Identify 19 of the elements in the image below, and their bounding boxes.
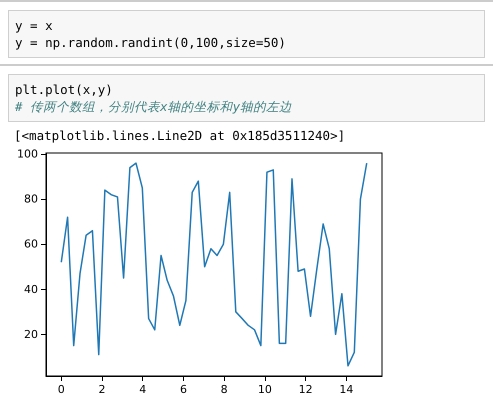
text: y = np.random.randint(0,100,size=50) (15, 34, 287, 51)
x-tick-label: 10 (258, 383, 272, 396)
y-tick-label: 60 (24, 238, 38, 251)
y-tick-label: 100 (17, 148, 38, 161)
x-tick-label: 6 (180, 383, 187, 396)
text: [<matplotlib.lines.Line2D at 0x185d3511240>] (14, 128, 346, 143)
x-tick-label: 8 (220, 383, 228, 396)
line-series (60, 162, 368, 367)
text: # 传两个数组，分别代表x轴的坐标和y轴的左边 (15, 98, 294, 115)
text: y = x (15, 17, 54, 34)
y-tick-label: 20 (24, 328, 38, 341)
x-tick-label: 2 (98, 383, 106, 396)
y-tick-label: 80 (24, 192, 38, 206)
y-tick-label: 40 (24, 282, 38, 296)
x-tick-label: 14 (339, 383, 354, 396)
x-tick-label: 4 (139, 383, 146, 396)
x-tick-label: 0 (58, 383, 65, 396)
text: plt.plot(x,y) (15, 81, 114, 98)
x-tick-label: 12 (298, 383, 313, 396)
